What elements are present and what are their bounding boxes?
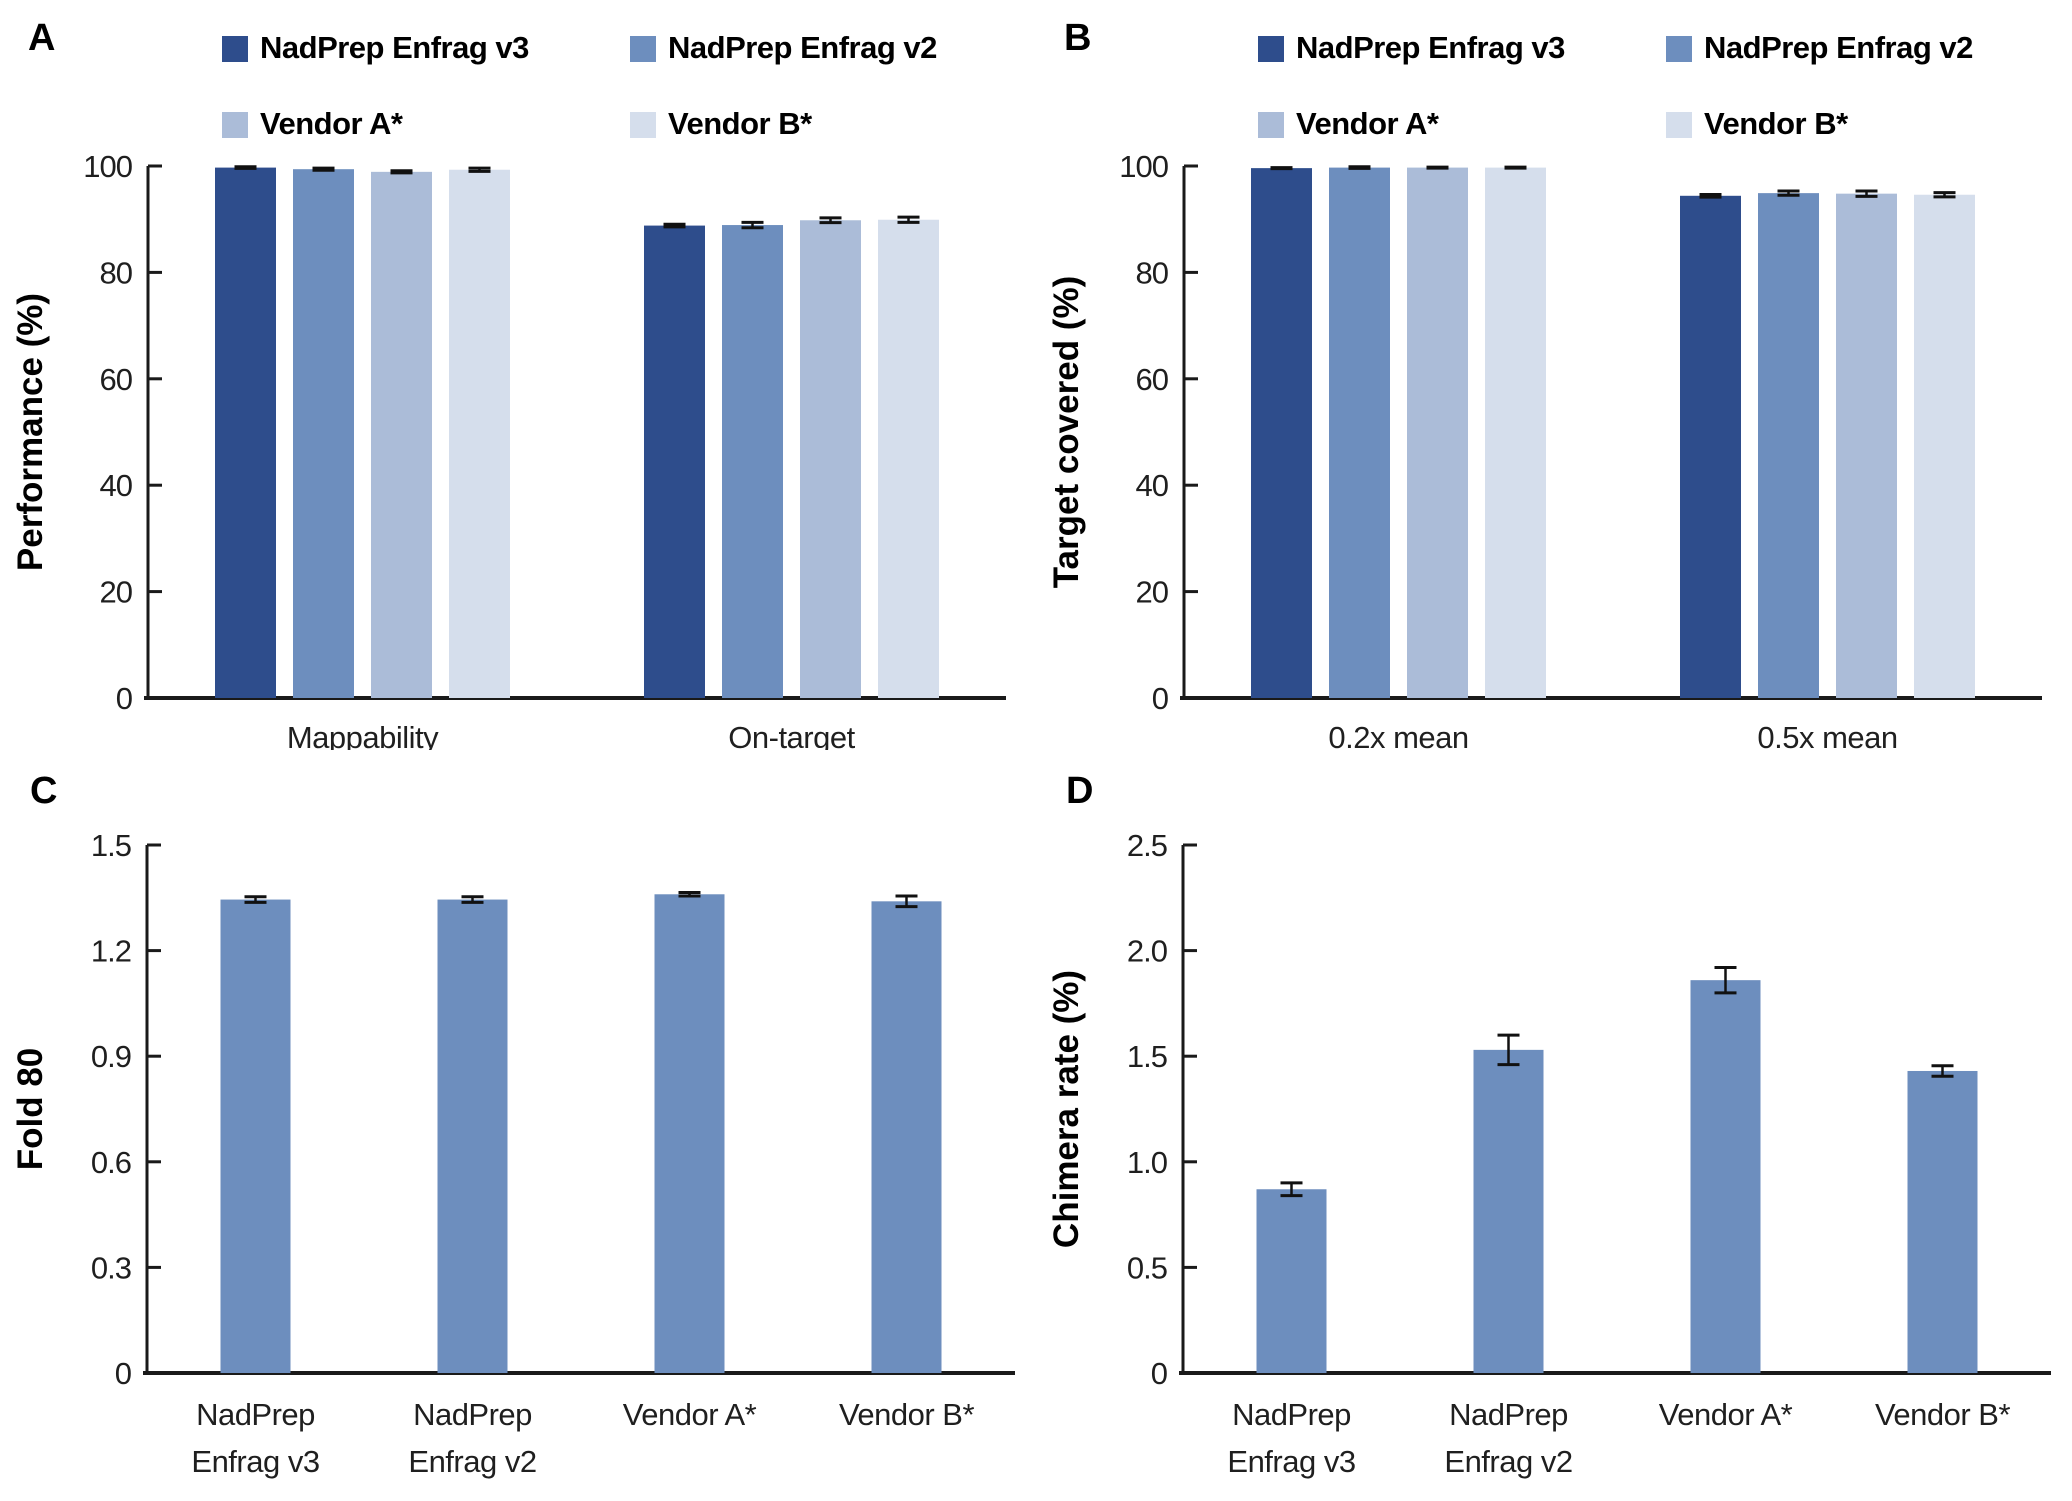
x-category-label: Vendor A* xyxy=(1659,1397,1793,1432)
x-category-label: Vendor B* xyxy=(1875,1397,2011,1432)
x-category-label: NadPrep xyxy=(413,1397,532,1432)
y-axis-title: Target covered (%) xyxy=(1047,276,1086,589)
bar-C-NadPrep,Enfrag v2 xyxy=(437,899,508,1373)
bar-D-Vendor A* xyxy=(1690,980,1761,1373)
legend-swatch-3 xyxy=(1258,112,1284,138)
legend-label: Vendor A* xyxy=(1296,106,1440,141)
x-category-label: Vendor B* xyxy=(839,1397,975,1432)
x-category-label: Enfrag v2 xyxy=(1444,1444,1572,1479)
panel-D-chimera-rate-chart: D 0 0.5 1.0 1.5 2.0 2.5 Chimera rate (%) NadPrep… xyxy=(1036,751,2072,1501)
y-tick-label: 60 xyxy=(100,362,133,397)
bar-A-Vendor B* xyxy=(878,219,939,698)
x-category-label: Vendor A* xyxy=(623,1397,757,1432)
bar-B-NadPrep Enfrag v3 xyxy=(1680,195,1741,699)
y-tick-label: 100 xyxy=(83,149,132,184)
y-tick-label: 80 xyxy=(1136,255,1169,290)
bar-C-Vendor A* xyxy=(654,894,725,1373)
y-tick-label: 20 xyxy=(100,575,133,610)
panel-letter: D xyxy=(1066,770,1093,812)
chart-canvas-C: C 0 0.3 0.6 0.9 1.2 1.5 Fold 80 NadPrep Enfrag v3… xyxy=(11,770,1015,1479)
legend-swatch-2 xyxy=(630,36,656,62)
legend-swatch-2 xyxy=(1666,36,1692,62)
y-tick-label: 0 xyxy=(116,681,133,716)
panel-C-fold80-chart: C 0 0.3 0.6 0.9 1.2 1.5 Fold 80 NadPrep Enfrag v3… xyxy=(0,751,1036,1501)
chart-canvas-A: A NadPrep Enfrag v3 NadPrep Enfrag v2 Vendo… xyxy=(11,17,1006,750)
y-tick-label: 2.0 xyxy=(1127,934,1168,969)
legend-label: Vendor A* xyxy=(260,106,404,141)
x-category-label: NadPrep xyxy=(1232,1397,1351,1432)
bar-C-Vendor B* xyxy=(871,901,942,1373)
bar-B-NadPrep Enfrag v2 xyxy=(1329,167,1390,698)
y-tick-label: 0 xyxy=(1151,1356,1168,1391)
bar-A-NadPrep Enfrag v2 xyxy=(722,225,783,698)
bar-A-NadPrep Enfrag v3 xyxy=(215,167,276,698)
y-axis-title: Performance (%) xyxy=(11,293,50,571)
legend-swatch-1 xyxy=(1258,36,1284,62)
legend-label: Vendor B* xyxy=(1704,106,1849,141)
y-tick-label: 100 xyxy=(1119,149,1168,184)
y-tick-label: 60 xyxy=(1136,362,1169,397)
bar-B-NadPrep Enfrag v2 xyxy=(1758,193,1819,698)
y-tick-label: 0 xyxy=(1152,681,1169,716)
y-tick-label: 1.0 xyxy=(1127,1145,1168,1180)
legend-swatch-3 xyxy=(222,112,248,138)
legend-swatch-1 xyxy=(222,36,248,62)
legend-swatch-4 xyxy=(630,112,656,138)
bar-D-NadPrep,Enfrag v2 xyxy=(1473,1049,1544,1373)
panel-B-target-covered-chart: B NadPrep Enfrag v3 NadPrep Enfrag v2 Vendo… xyxy=(1036,0,2072,750)
y-tick-label: 1.5 xyxy=(91,828,131,863)
panel-letter: C xyxy=(30,770,57,812)
y-tick-label: 40 xyxy=(1136,468,1169,503)
panel-A-performance-chart: A NadPrep Enfrag v3 NadPrep Enfrag v2 Vendo… xyxy=(0,0,1036,750)
x-category-label: Enfrag v3 xyxy=(191,1444,319,1479)
bar-B-Vendor B* xyxy=(1914,194,1975,698)
chart-canvas-B: B NadPrep Enfrag v3 NadPrep Enfrag v2 Vendo… xyxy=(1047,17,2042,750)
bar-B-Vendor A* xyxy=(1407,167,1468,698)
y-axis-title: Chimera rate (%) xyxy=(1047,970,1086,1248)
y-tick-label: 0 xyxy=(115,1356,132,1391)
x-category-label: 0.2x mean xyxy=(1328,720,1468,750)
bar-D-NadPrep,Enfrag v3 xyxy=(1256,1189,1327,1373)
legend-label: NadPrep Enfrag v3 xyxy=(260,30,529,65)
y-tick-label: 0.5 xyxy=(1127,1250,1167,1285)
y-tick-label: 1.2 xyxy=(91,934,131,969)
bar-A-NadPrep Enfrag v2 xyxy=(293,169,354,698)
legend-label: Vendor B* xyxy=(668,106,813,141)
y-tick-label: 2.5 xyxy=(1127,828,1167,863)
legend-swatch-4 xyxy=(1666,112,1692,138)
x-category-label: NadPrep xyxy=(1449,1397,1568,1432)
bar-A-Vendor A* xyxy=(800,220,861,698)
y-axis-title: Fold 80 xyxy=(11,1048,50,1171)
y-tick-label: 40 xyxy=(100,468,133,503)
bar-D-Vendor B* xyxy=(1907,1070,1978,1373)
bar-C-NadPrep,Enfrag v3 xyxy=(220,899,291,1373)
panel-letter: A xyxy=(28,17,55,59)
y-tick-label: 80 xyxy=(100,255,133,290)
chart-canvas-D: D 0 0.5 1.0 1.5 2.0 2.5 Chimera rate (%) NadPrep… xyxy=(1047,770,2051,1479)
bar-A-Vendor A* xyxy=(371,171,432,699)
y-tick-label: 1.5 xyxy=(1127,1039,1167,1074)
legend-label: NadPrep Enfrag v3 xyxy=(1296,30,1565,65)
bar-B-Vendor B* xyxy=(1485,167,1546,698)
x-category-label: 0.5x mean xyxy=(1757,720,1897,750)
bar-A-NadPrep Enfrag v3 xyxy=(644,225,705,699)
x-category-label: NadPrep xyxy=(196,1397,315,1432)
x-category-label: Enfrag v3 xyxy=(1227,1444,1355,1479)
x-category-label: Mappability xyxy=(287,720,439,750)
bar-A-Vendor B* xyxy=(449,169,510,698)
legend-label: NadPrep Enfrag v2 xyxy=(668,30,937,65)
bar-B-Vendor A* xyxy=(1836,193,1897,698)
panel-letter: B xyxy=(1064,17,1091,59)
x-category-label: Enfrag v2 xyxy=(408,1444,536,1479)
legend-label: NadPrep Enfrag v2 xyxy=(1704,30,1973,65)
y-tick-label: 0.9 xyxy=(91,1039,131,1074)
y-tick-label: 20 xyxy=(1136,575,1169,610)
x-category-label: On-target xyxy=(728,720,855,750)
y-tick-label: 0.6 xyxy=(91,1145,131,1180)
y-tick-label: 0.3 xyxy=(91,1250,131,1285)
bar-B-NadPrep Enfrag v3 xyxy=(1251,168,1312,699)
